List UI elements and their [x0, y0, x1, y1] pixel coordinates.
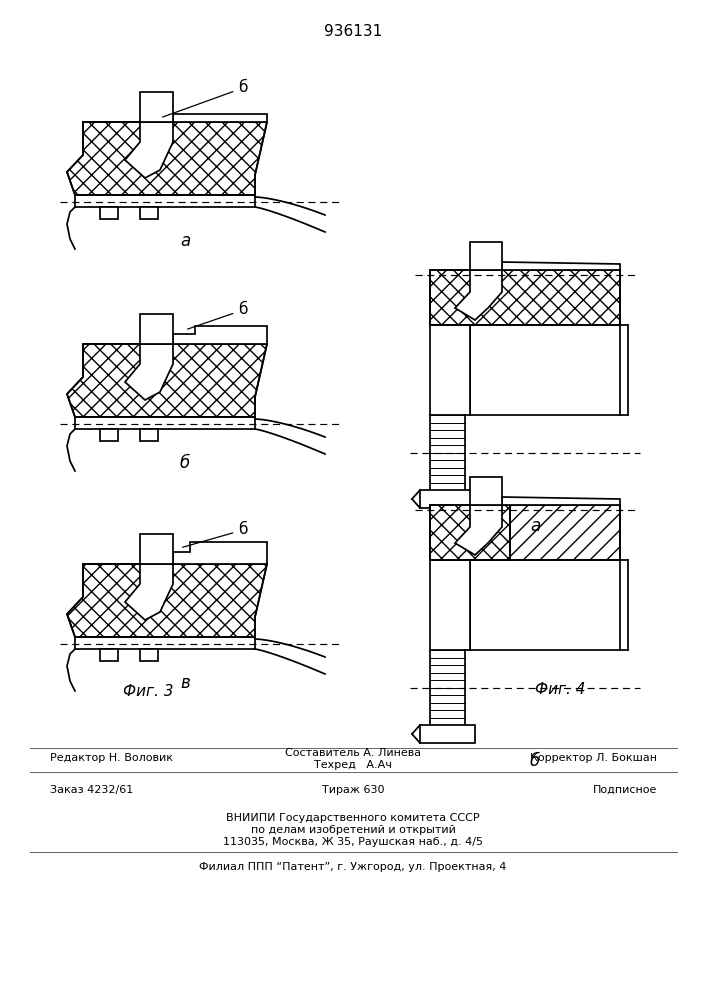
Text: Филиал ППП “Патент”, г. Ужгород, ул. Проектная, 4: Филиал ППП “Патент”, г. Ужгород, ул. Про… — [199, 862, 507, 872]
Text: Техред   А.Ач: Техред А.Ач — [314, 760, 392, 770]
Bar — [430, 560, 470, 650]
Bar — [430, 325, 470, 415]
Text: по делам изобретений и открытий: по делам изобретений и открытий — [250, 825, 455, 835]
Text: в: в — [180, 674, 190, 692]
Text: б: б — [187, 302, 247, 329]
Bar — [470, 560, 620, 650]
Bar — [140, 207, 158, 219]
Bar — [430, 505, 620, 560]
Polygon shape — [455, 270, 502, 320]
Bar — [75, 195, 255, 207]
Bar — [430, 505, 620, 560]
Polygon shape — [173, 326, 267, 344]
Polygon shape — [125, 122, 173, 178]
Polygon shape — [173, 114, 267, 122]
Bar — [75, 637, 255, 649]
Bar — [420, 490, 475, 508]
Polygon shape — [502, 497, 620, 505]
Bar — [100, 429, 118, 441]
Text: Заказ 4232/61: Заказ 4232/61 — [50, 785, 133, 795]
Text: а: а — [530, 517, 540, 535]
Text: Корректор Л. Бокшан: Корректор Л. Бокшан — [530, 753, 657, 763]
Polygon shape — [67, 344, 267, 417]
Bar — [100, 207, 118, 219]
Polygon shape — [455, 505, 502, 555]
Bar — [140, 92, 173, 122]
Polygon shape — [67, 122, 267, 195]
Bar — [470, 242, 502, 270]
Polygon shape — [125, 564, 173, 620]
Polygon shape — [173, 542, 267, 564]
Text: 936131: 936131 — [324, 24, 382, 39]
Text: Фиг. 3: Фиг. 3 — [123, 684, 173, 700]
Bar — [420, 725, 475, 743]
Bar — [430, 505, 510, 560]
Polygon shape — [67, 564, 267, 637]
Text: б: б — [530, 752, 540, 770]
Bar — [470, 325, 620, 415]
Bar — [140, 429, 158, 441]
Text: Составитель А. Линева: Составитель А. Линева — [285, 748, 421, 758]
Bar — [140, 314, 173, 344]
Bar — [140, 534, 173, 564]
Text: Подписное: Подписное — [592, 785, 657, 795]
Text: Тираж 630: Тираж 630 — [322, 785, 384, 795]
Bar — [470, 477, 502, 505]
Text: б: б — [163, 81, 247, 117]
Bar — [75, 417, 255, 429]
Text: а: а — [180, 232, 190, 250]
Text: 113035, Москва, Ж 35, Раушская наб., д. 4/5: 113035, Москва, Ж 35, Раушская наб., д. … — [223, 837, 483, 847]
Bar — [430, 270, 620, 325]
Text: Фиг. 4: Фиг. 4 — [534, 682, 585, 698]
Polygon shape — [125, 344, 173, 400]
Text: ВНИИПИ Государственного комитета СССР: ВНИИПИ Государственного комитета СССР — [226, 813, 480, 823]
Polygon shape — [502, 262, 620, 270]
Bar — [430, 270, 620, 325]
Bar — [140, 649, 158, 661]
Text: б: б — [182, 522, 247, 547]
Text: Редактор Н. Воловик: Редактор Н. Воловик — [50, 753, 173, 763]
Text: б: б — [180, 454, 190, 472]
Bar — [430, 505, 510, 560]
Bar — [100, 649, 118, 661]
